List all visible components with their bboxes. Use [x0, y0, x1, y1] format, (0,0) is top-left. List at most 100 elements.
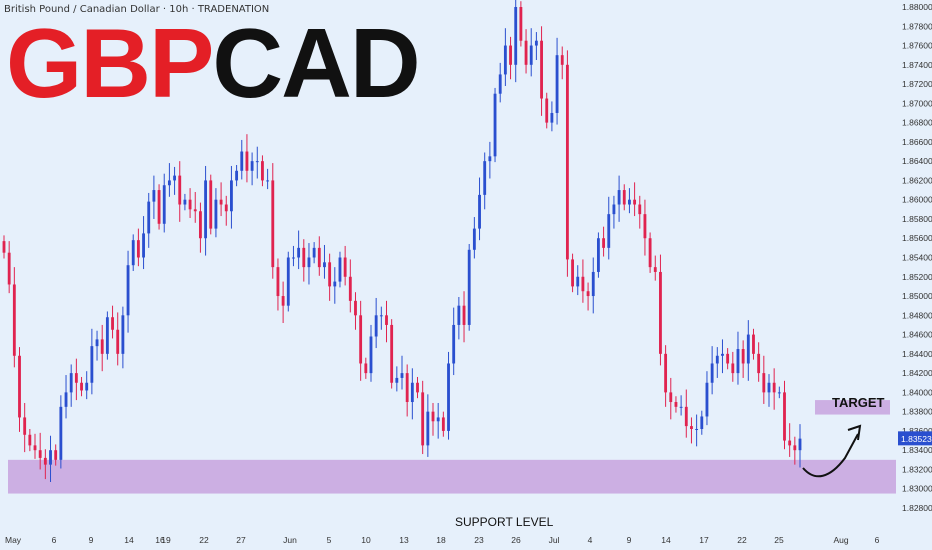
candle-body — [555, 55, 559, 113]
candle-body — [379, 315, 383, 317]
x-tick-label: 4 — [588, 535, 593, 545]
candle-body — [483, 161, 487, 195]
instrument-header: British Pound / Canadian Dollar · 10h · … — [4, 4, 270, 15]
candle-body — [690, 426, 693, 429]
candle-body — [710, 363, 714, 383]
candle-body — [457, 305, 461, 325]
candle-body — [18, 355, 21, 418]
candle-body — [374, 315, 378, 337]
candle-body — [49, 450, 52, 465]
candle-body — [493, 93, 497, 157]
candle-body — [255, 161, 259, 163]
candle-body — [659, 271, 662, 354]
x-tick-label: 16 — [155, 535, 165, 545]
candle-body — [633, 199, 637, 205]
candle-body — [550, 112, 554, 123]
candle-body — [219, 199, 223, 205]
y-tick-label: 1.87000 — [902, 98, 932, 108]
candle-body — [426, 411, 430, 446]
y-tick-label: 1.87200 — [902, 79, 932, 89]
candle-body — [292, 257, 295, 259]
candle-body — [400, 373, 404, 378]
candle-body — [664, 353, 668, 393]
candle-body — [266, 180, 270, 182]
candle-body — [741, 349, 745, 364]
candle-body — [74, 373, 78, 383]
candle-body — [700, 416, 704, 429]
x-tick-label: 18 — [436, 535, 446, 545]
candle-body — [746, 334, 750, 364]
candle-body — [95, 339, 99, 347]
target-arrow-head — [847, 424, 862, 441]
candle-body — [478, 194, 481, 229]
candle-body — [674, 402, 678, 407]
candle-body — [286, 257, 290, 306]
candle-body — [183, 199, 187, 205]
candle-body — [452, 324, 456, 364]
candle-body — [307, 257, 311, 268]
candle-body — [121, 315, 125, 354]
y-tick-label: 1.87600 — [902, 41, 932, 51]
target-zone — [815, 400, 890, 415]
candle-body — [441, 417, 445, 431]
candle-body — [591, 271, 595, 297]
target-arrow — [802, 433, 859, 478]
candle-body — [59, 406, 63, 460]
y-tick-label: 1.86400 — [902, 156, 932, 166]
y-tick-label: 1.85200 — [902, 272, 932, 282]
candle-body — [317, 247, 321, 268]
candle-body — [617, 190, 621, 205]
x-tick-label: May — [5, 535, 22, 545]
candle-body — [80, 382, 83, 391]
candle-body — [23, 417, 27, 435]
y-tick-label: 1.85800 — [902, 214, 932, 224]
candle-body — [436, 417, 440, 422]
current-price-tag — [898, 431, 932, 446]
candle-body — [343, 257, 347, 277]
candle-body — [622, 190, 626, 205]
candle-body — [395, 377, 399, 383]
candle-body — [188, 199, 192, 210]
y-tick-label: 1.84600 — [902, 330, 932, 340]
y-tick-label: 1.86000 — [902, 195, 932, 205]
candle-body — [354, 300, 357, 316]
title-part-quote: CAD — [212, 8, 420, 118]
candle-body — [783, 392, 786, 441]
x-tick-label: 22 — [737, 535, 747, 545]
candle-body — [514, 7, 518, 65]
candle-body — [85, 382, 89, 391]
candle-body — [467, 249, 471, 325]
candle-body — [565, 64, 569, 260]
candle-body — [43, 457, 47, 465]
candle-body — [126, 265, 130, 316]
candle-body — [369, 336, 373, 374]
candle-body — [721, 353, 724, 356]
candle-body — [198, 211, 202, 239]
y-tick-label: 1.88000 — [902, 2, 932, 12]
candle-body — [338, 257, 342, 282]
y-tick-label: 1.86600 — [902, 137, 932, 147]
x-tick-label: 27 — [236, 535, 246, 545]
candle-body — [669, 392, 673, 403]
candle-body — [793, 445, 797, 451]
candle-body — [105, 317, 109, 354]
candle-body — [328, 262, 332, 287]
candle-body — [607, 214, 611, 248]
candle-body — [509, 45, 512, 65]
candle-body — [715, 355, 719, 364]
candle-body — [726, 353, 730, 364]
x-tick-label: 6 — [52, 535, 57, 545]
candle-body — [224, 204, 228, 212]
candle-body — [752, 334, 755, 354]
y-tick-label: 1.86800 — [902, 118, 932, 128]
x-tick-label: 25 — [774, 535, 784, 545]
x-tick-label: 5 — [327, 535, 332, 545]
candle-body — [653, 267, 657, 272]
candle-body — [167, 180, 171, 186]
y-tick-label: 1.84000 — [902, 387, 932, 397]
candle-body — [545, 98, 549, 123]
candle-body — [772, 382, 776, 393]
y-tick-label: 1.82800 — [902, 503, 932, 513]
